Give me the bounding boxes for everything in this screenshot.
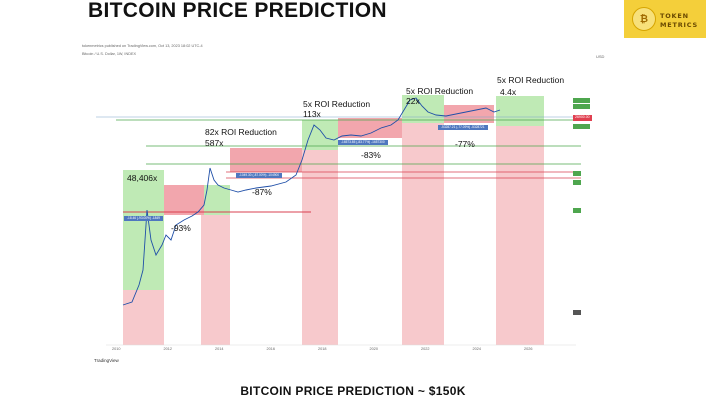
logo-text-line1: TOKEN (660, 12, 689, 20)
x-tick-label: 2024 (472, 347, 481, 351)
annotation-drop-2018: -83% (361, 150, 381, 160)
chart-currency: USD (596, 54, 605, 59)
chart-publish-info: tokenmetrics published on TradingView.co… (82, 44, 203, 48)
zone-2021-floor (402, 123, 444, 345)
zone-2014-bear (230, 148, 310, 172)
annotation-drop-2011: -93% (171, 223, 191, 233)
slide-caption: BITCOIN PRICE PREDICTION ~ $150K (240, 384, 466, 398)
x-tick-label: 2020 (369, 347, 378, 351)
zone-2025-bull (496, 96, 544, 126)
measure-box-2011: -18.46 (-93.00%) -1849 (124, 216, 163, 222)
annotation-drop-2014: -87% (252, 187, 272, 197)
annotation-mult-2021: 22x (406, 96, 420, 106)
logo-mark-icon: ₿ (632, 7, 656, 31)
annotation-drop-2022: -77% (455, 139, 475, 149)
logo-text-line2: METRICS (660, 21, 698, 29)
slide-title: BITCOIN PRICE PREDICTION (88, 0, 387, 22)
tradingview-watermark: TradingView (94, 358, 119, 363)
annotation-mult-2013: 587x (205, 138, 224, 148)
zone-2011-bull (123, 170, 164, 290)
annotation-roi-2017: 5x ROI Reduction (303, 99, 371, 109)
measure-box-2014: -1049.30 (-87.00%) -104900 (236, 173, 283, 179)
annotation-roi-2021: 5x ROI Reduction (406, 86, 474, 96)
current-price-tag: 26900.00 (573, 115, 592, 121)
annotation-roi-2025: 5x ROI Reduction (497, 75, 565, 85)
x-tick-label: 2022 (421, 347, 430, 351)
zone-2013-floor (201, 215, 230, 345)
zone-2013-bull (204, 185, 230, 215)
zone-2017-bull (302, 120, 338, 150)
x-tick-label: 2026 (524, 347, 533, 351)
annotation-mult-2017: 113x (303, 109, 321, 119)
chart-plot (96, 95, 590, 346)
measure-box-2022: -53287.21 (-77.09%) -5328721 (438, 125, 488, 131)
x-axis: 2010 2012 2014 2016 2018 2020 2022 2024 2026 (76, 347, 616, 355)
zone-2021-bull (402, 95, 444, 123)
zone-2022-bear (444, 105, 494, 123)
zone-2017-floor (302, 150, 338, 345)
annotation-mult-2025: 4.4x (500, 87, 517, 97)
x-tick-label: 2014 (215, 347, 224, 351)
x-tick-label: 2016 (266, 347, 275, 351)
zone-2011-floor (123, 290, 164, 345)
chart-symbol-info: Bitcoin / U.S. Dollar, 1W, INDEX (82, 52, 137, 56)
annotation-peak-2011: 48,406x (127, 173, 158, 183)
zone-2025-floor (496, 126, 544, 345)
x-tick-label: 2018 (318, 347, 327, 351)
annotation-roi-2013: 82x ROI Reduction (205, 127, 277, 137)
measure-box-2018: -16573.85 (-83.77%) -1657300 (338, 140, 388, 146)
token-metrics-logo: ₿ TOKEN METRICS (624, 0, 706, 38)
x-tick-label: 2012 (163, 347, 172, 351)
zone-2011-bear (164, 185, 208, 215)
chart-screenshot: tokenmetrics published on TradingView.co… (76, 40, 616, 370)
x-tick-label: 2010 (112, 347, 121, 351)
zone-2018-bear (338, 118, 402, 138)
